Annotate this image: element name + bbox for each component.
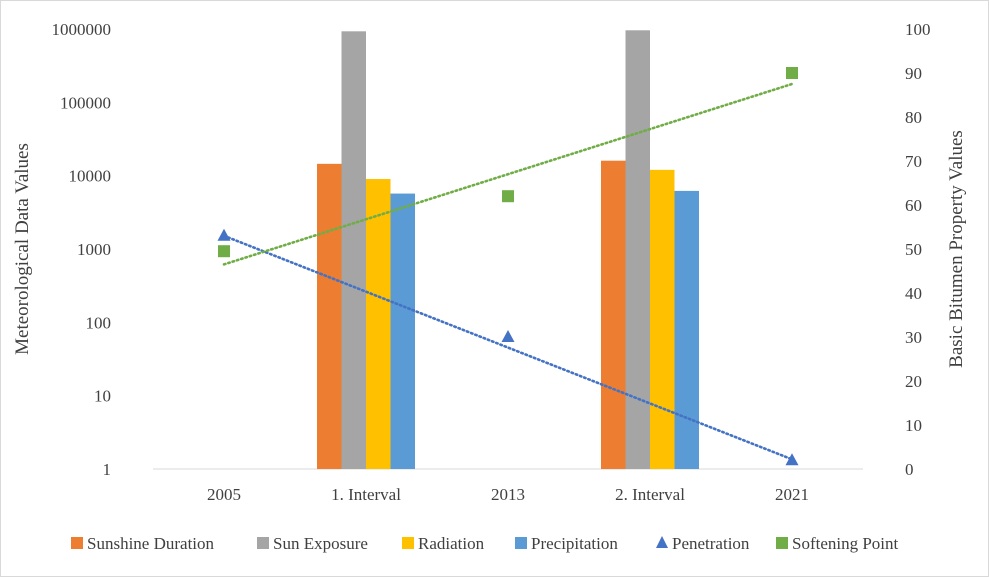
marker-penetration [501, 330, 515, 342]
y-left-tick-label: 10000 [69, 167, 112, 186]
x-tick-label: 2. Interval [615, 485, 685, 504]
marker-softening-point [218, 245, 230, 258]
legend-swatch-sunshine-duration [71, 537, 83, 549]
labels-layer: 1 10 100 1000 10000 100000 1000000 0 10 20 30 40 50 6… [12, 20, 967, 504]
points-layer [217, 67, 799, 466]
y-right-tick-label: 70 [905, 152, 922, 171]
marker-softening-point [786, 67, 798, 79]
y-right-tick-label: 40 [905, 284, 922, 303]
y-left-tick-label: 100000 [60, 93, 111, 112]
legend-label-precipitation: Precipitation [531, 534, 618, 553]
y-left-tick-label: 1000000 [52, 20, 112, 39]
x-tick-label: 2013 [491, 485, 525, 504]
bar-radiation [650, 169, 675, 469]
bar-sunshine-duration [317, 163, 342, 469]
x-tick-label: 2005 [207, 485, 241, 504]
legend-label-sun-exposure: Sun Exposure [273, 534, 368, 553]
y-left-tick-label: 100 [86, 313, 112, 332]
trendlines-layer [222, 82, 794, 461]
trendline-penetration [222, 234, 794, 461]
y-left-tick-label: 1000 [77, 240, 111, 259]
bars-layer [317, 30, 699, 470]
legend-swatch-penetration [656, 536, 668, 548]
y-right-tick-label: 20 [905, 372, 922, 391]
y-left-tick-label: 1 [103, 460, 112, 479]
y-right-tick-label: 90 [905, 64, 922, 83]
marker-penetration [785, 453, 799, 466]
legend-swatch-softening-point [776, 537, 788, 549]
y-right-tick-label: 80 [905, 108, 922, 127]
y-right-tick-label: 0 [905, 460, 914, 479]
x-tick-label: 2021 [775, 485, 809, 504]
y-right-axis-title: Basic Bitumen Property Values [946, 130, 967, 368]
legend: Sunshine Duration Sun Exposure Radiation Pr… [71, 534, 899, 553]
y-left-tick-label: 10 [94, 387, 111, 406]
marker-softening-point [502, 190, 514, 203]
y-right-tick-label: 10 [905, 416, 922, 435]
y-right-tick-label: 60 [905, 196, 922, 215]
trendline-softening-point [222, 82, 794, 266]
legend-swatch-sun-exposure [257, 537, 269, 549]
y-right-tick-label: 50 [905, 240, 922, 259]
y-right-tick-label: 30 [905, 328, 922, 347]
marker-penetration [217, 228, 231, 241]
bar-sunshine-duration [601, 160, 626, 469]
legend-label-radiation: Radiation [418, 534, 485, 553]
bar-radiation [366, 179, 391, 469]
y-right-tick-label: 100 [905, 20, 931, 39]
legend-swatch-precipitation [515, 537, 527, 549]
x-tick-label: 1. Interval [331, 485, 401, 504]
bar-precipitation [674, 190, 699, 469]
legend-swatch-radiation [402, 537, 414, 549]
legend-label-softening-point: Softening Point [792, 534, 899, 553]
legend-label-sunshine-duration: Sunshine Duration [87, 534, 215, 553]
bar-precipitation [390, 193, 415, 469]
bar-sun-exposure [341, 31, 366, 470]
legend-label-penetration: Penetration [672, 534, 750, 553]
y-left-axis-title: Meteorological Data Values [12, 143, 33, 355]
